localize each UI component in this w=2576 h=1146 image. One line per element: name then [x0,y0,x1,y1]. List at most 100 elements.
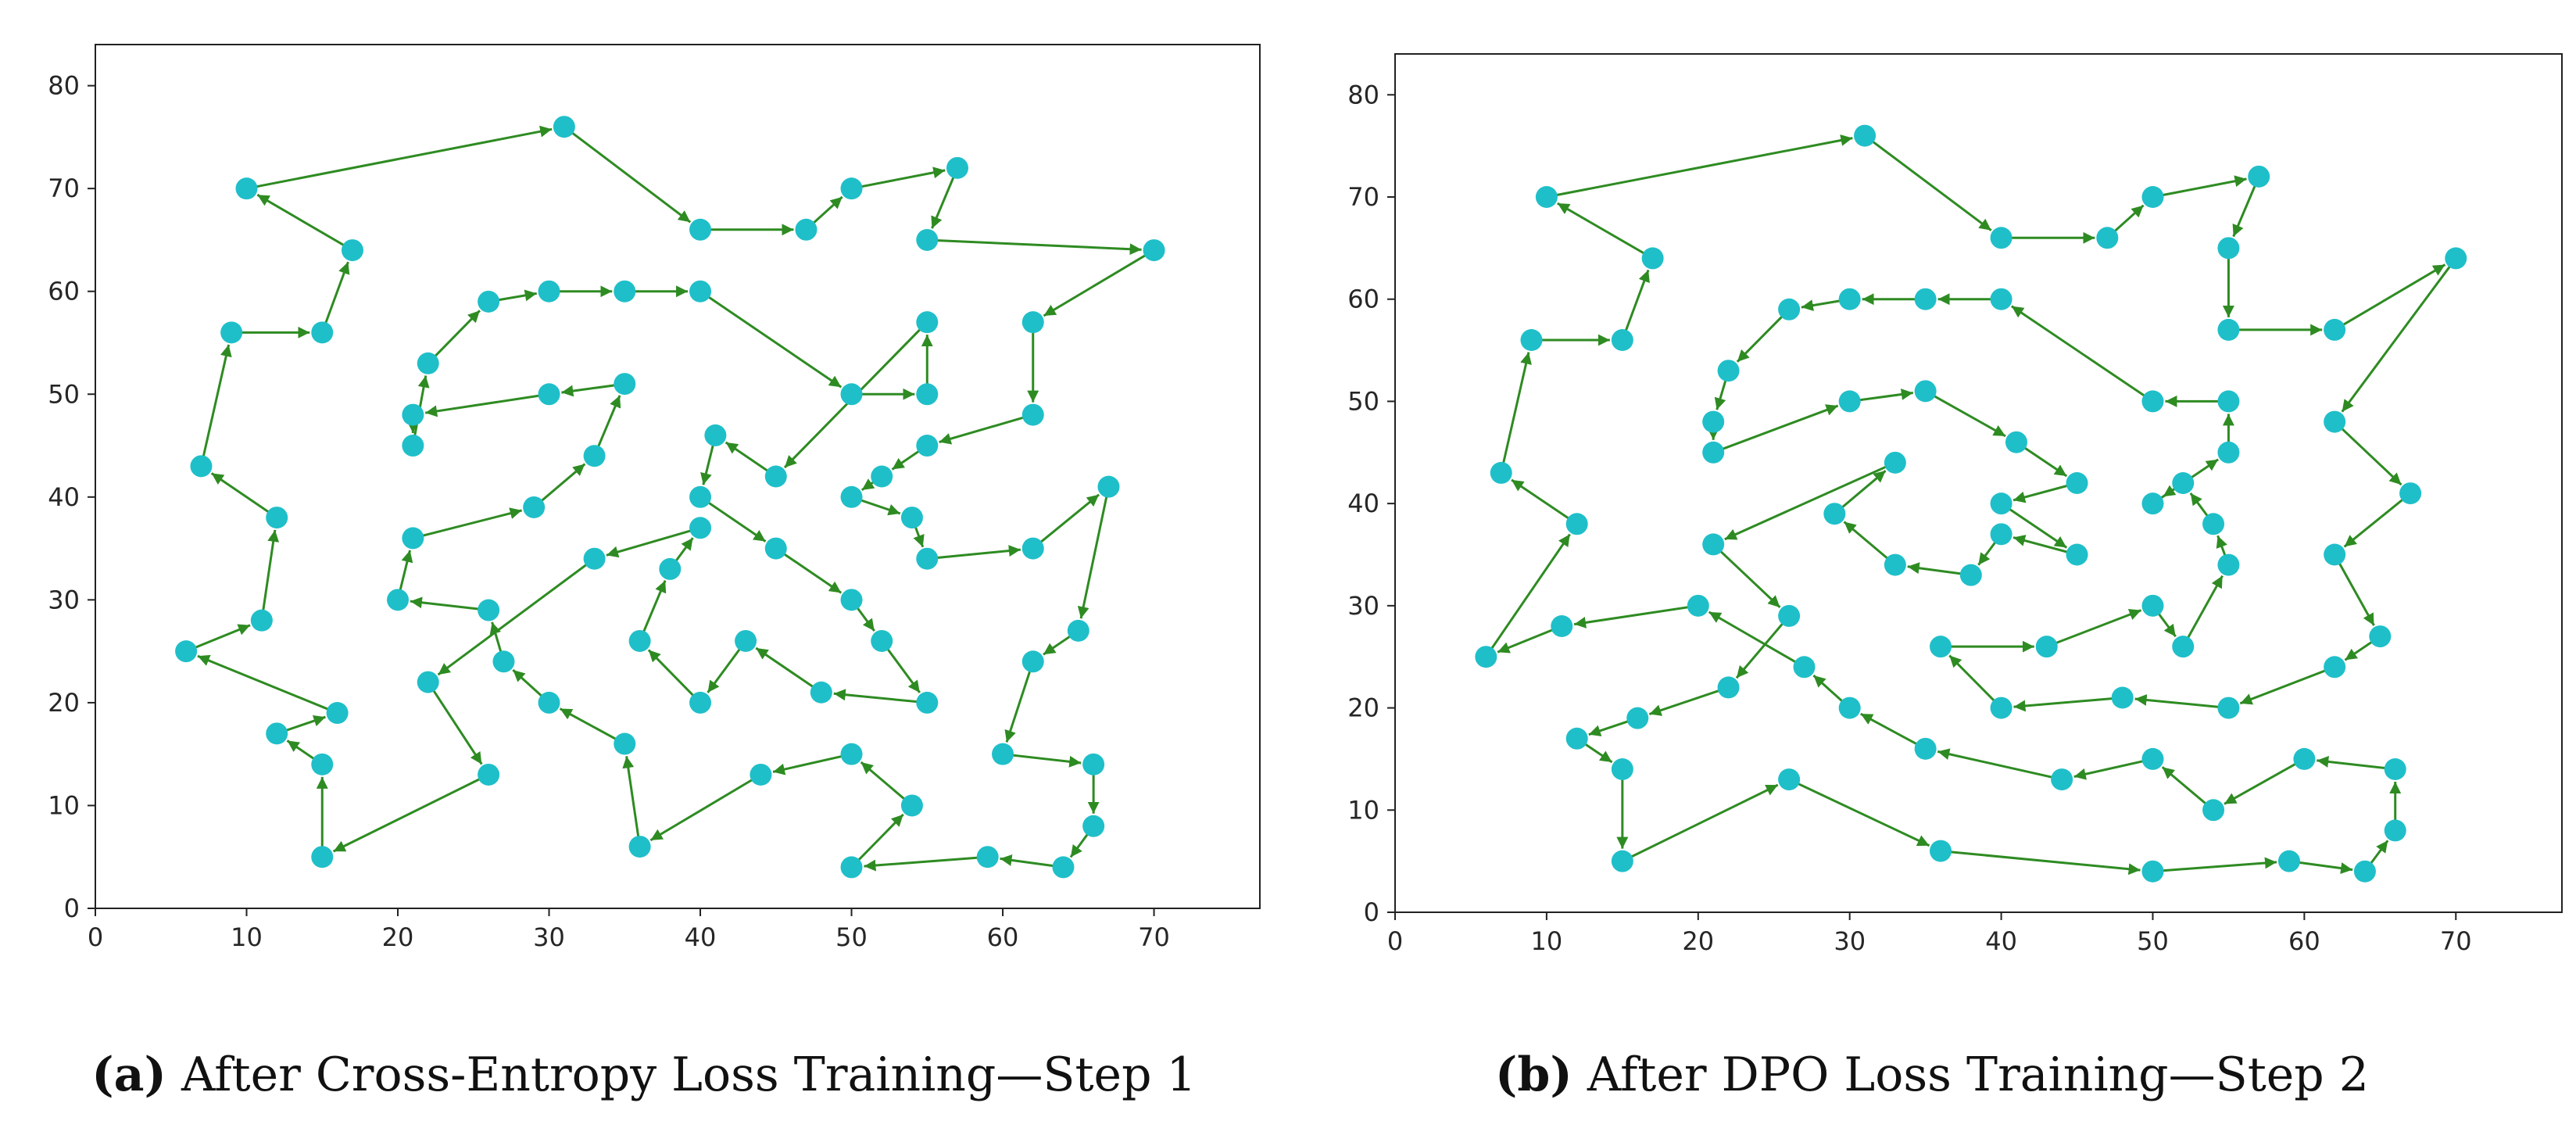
caption-a-text: After Cross-Entropy Loss Training—Step 1 [181,1048,1197,1102]
chart-panel-a: 0 10 20 30 40 50 60 70 0 10 20 30 40 50 60 70 80 (a) Aft… [48,44,1261,1102]
city-point [190,455,213,478]
city-point [1914,737,1937,760]
city-point [2399,482,2422,505]
city-point [1082,815,1105,837]
city-point [1778,604,1801,627]
x-tick-label: 50 [835,922,868,952]
city-point [2141,186,2164,208]
city-point [2111,686,2134,709]
city-point [250,609,273,632]
city-point [1854,124,1877,147]
tour-edge [1648,686,1730,716]
x-tick-label: 10 [1531,926,1563,956]
plot-frame [95,44,1261,909]
tour-edge [1724,461,1896,541]
city-point [689,691,712,714]
city-point [1990,697,2012,719]
tour-edge [2011,305,2154,403]
city-point [387,589,410,611]
tour-edge [246,125,553,190]
tour-edge [927,545,1021,560]
y-tick-label: 0 [64,894,80,923]
tour-edge [772,753,852,775]
tour-edge [1708,611,1805,668]
tour-edge [606,526,701,558]
tour-edge [2239,665,2335,705]
city-point [2384,819,2406,842]
tour-edge [1043,249,1155,317]
city-point [2172,636,2195,658]
city-point [916,435,939,457]
tour-edge [851,167,946,190]
city-point [2066,472,2088,494]
tour-edge [2334,421,2402,486]
city-point [538,691,560,714]
city-point [2066,543,2088,566]
city-point [583,547,606,570]
city-point [628,629,651,652]
y-tick-label: 80 [1347,80,1379,109]
city-point [1143,239,1165,262]
tour-edge [699,290,843,389]
x-tick-label: 30 [533,922,565,952]
city-point [2324,318,2346,341]
city-point [750,763,772,786]
tour-edge [2161,766,2215,811]
city-point [916,228,939,251]
city-point [1021,403,1044,426]
city-point [659,557,682,580]
tour-edge [412,507,523,539]
tour-edge [1834,470,1887,515]
city-point [1914,288,1937,310]
city-point [583,445,606,467]
tour-edge [185,624,251,653]
x-tick-label: 70 [1138,922,1170,952]
city-point [916,383,939,406]
tour-edge [2152,857,2277,873]
city-point [689,485,712,508]
city-point [2445,247,2467,270]
tour-edge [563,126,692,224]
x-tick-label: 20 [1682,926,1714,956]
city-point [871,629,893,652]
tour-edge [1002,753,1082,768]
tour-edge [1497,625,1562,654]
city-point [614,280,636,303]
city-point [1702,441,1725,464]
city-point [689,517,712,539]
tour-edge [256,193,353,252]
y-tick-label: 10 [1347,795,1379,825]
city-point [402,435,424,457]
tour-edge [199,344,232,467]
tour-edge [533,463,586,509]
city-point [2035,636,2058,658]
tour-edge [860,761,913,807]
city-point [840,743,863,765]
tour-edge [197,654,338,714]
y-tick-label: 60 [1347,285,1379,314]
tour-edge [1735,614,1791,679]
city-point [1611,758,1633,780]
tour-edge [559,707,625,745]
city-point [1914,380,1937,403]
city-point [2217,553,2240,576]
tour-edge [424,392,549,417]
city-point [1717,360,1740,382]
city-point [1838,288,1861,310]
city-point [2217,237,2240,260]
city-point [1021,650,1044,673]
tour-edge [1864,134,1992,231]
city-point [2324,410,2346,433]
city-point [220,321,243,344]
x-tick-label: 0 [1387,926,1403,956]
tour-edge [2073,757,2153,780]
tour-edge [1843,521,1896,566]
tour-edge [1937,748,2063,781]
city-point [326,702,349,725]
tour-edge [2343,492,2412,548]
city-point [1551,615,1573,637]
city-point [1702,533,1725,556]
city-point [840,383,863,406]
city-point [2005,431,2027,453]
tour-edge [437,557,596,676]
